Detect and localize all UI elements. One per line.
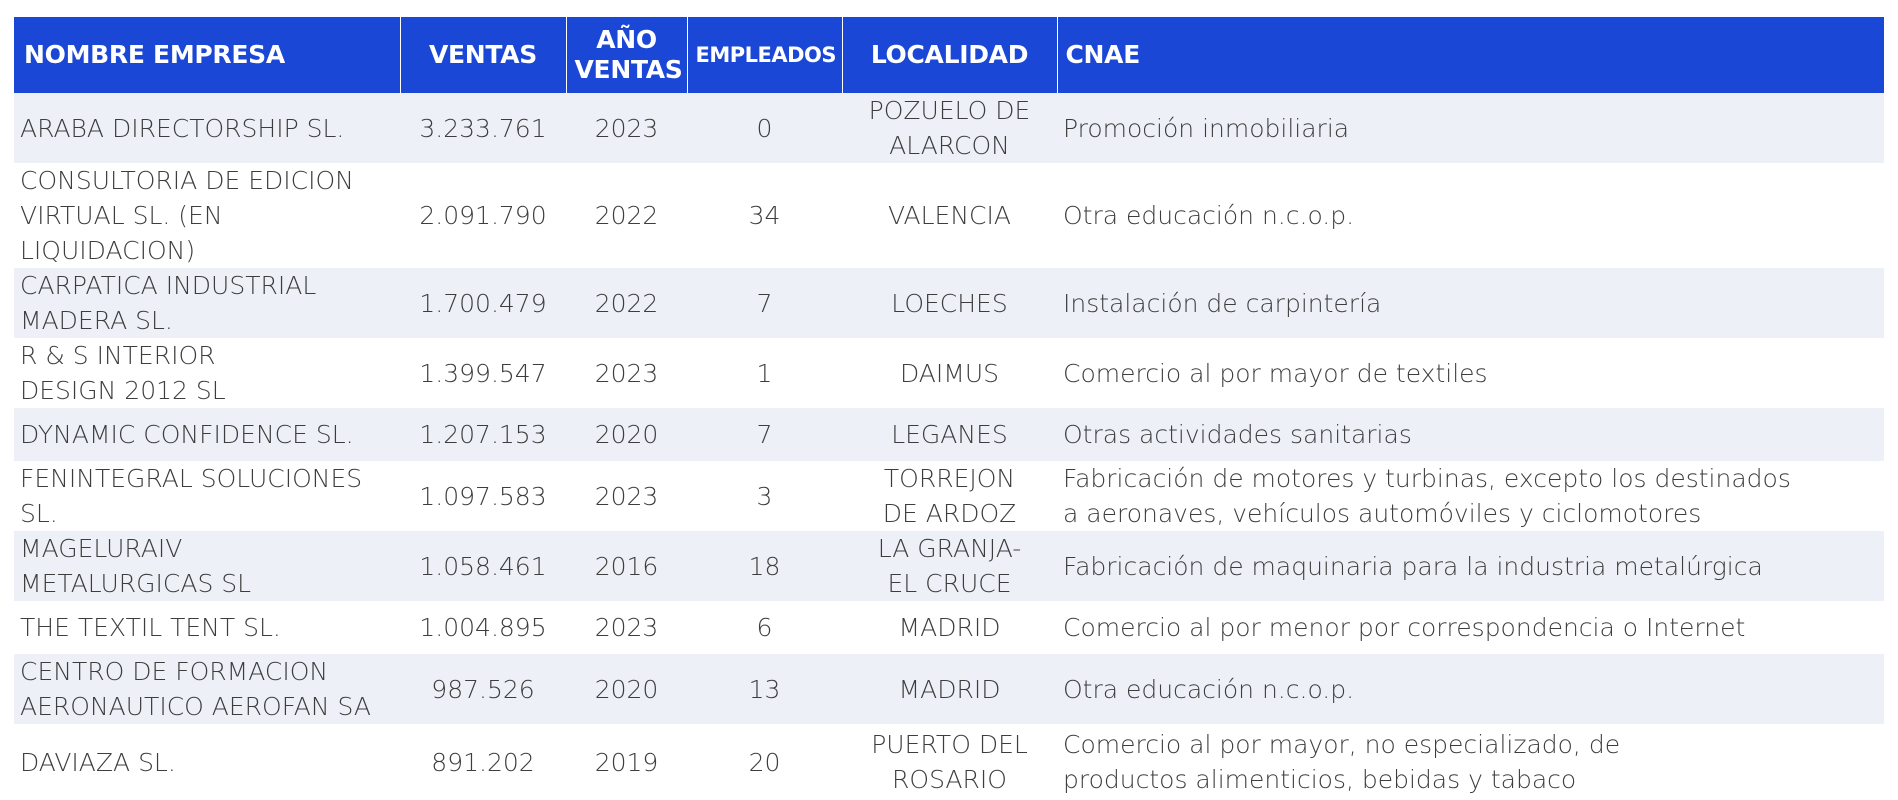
header-empleados: EMPLEADOS: [686, 17, 842, 93]
cell-ventas: 1.700.479: [400, 268, 566, 338]
cell-cnae: Comercio al por mayor, no especializado,…: [1057, 724, 1884, 800]
header-cnae: CNAE: [1056, 17, 1884, 93]
cell-nombre-empresa: FENINTEGRAL SOLUCIONES SL.: [14, 461, 400, 531]
header-ano-ventas: AÑO VENTAS: [565, 17, 687, 93]
cell-localidad: POZUELO DE ALARCON: [842, 93, 1057, 163]
cell-localidad: LEGANES: [842, 408, 1057, 461]
cell-cnae: Otra educación n.c.o.p.: [1057, 163, 1884, 268]
table-row: ARABA DIRECTORSHIP SL. 3.233.761 2023 0 …: [14, 93, 1884, 163]
table-row: DAVIAZA SL. 891.202 2019 20 PUERTO DEL R…: [14, 724, 1884, 800]
cell-empleados: 34: [687, 163, 842, 268]
cell-ventas: 1.399.547: [400, 338, 566, 408]
cell-ano-ventas: 2020: [566, 408, 687, 461]
header-ventas: VENTAS: [399, 17, 566, 93]
cell-nombre-empresa: R & S INTERIOR DESIGN 2012 SL: [14, 338, 400, 408]
cell-localidad: TORREJON DE ARDOZ: [842, 461, 1057, 531]
companies-table-container: NOMBRE EMPRESA VENTAS AÑO VENTAS EMPLEAD…: [14, 17, 1884, 800]
cell-localidad: LOECHES: [842, 268, 1057, 338]
cell-cnae: Comercio al por menor por correspondenci…: [1057, 601, 1884, 654]
cell-cnae: Instalación de carpintería: [1057, 268, 1884, 338]
cell-empleados: 18: [687, 531, 842, 601]
table-row: MAGELURAIV METALURGICAS SL 1.058.461 201…: [14, 531, 1884, 601]
cell-nombre-empresa: DYNAMIC CONFIDENCE SL.: [14, 408, 400, 461]
cell-empleados: 13: [687, 654, 842, 724]
cell-ventas: 1.097.583: [400, 461, 566, 531]
cell-nombre-empresa: THE TEXTIL TENT SL.: [14, 601, 400, 654]
cell-empleados: 0: [687, 93, 842, 163]
cell-ventas: 1.058.461: [400, 531, 566, 601]
cell-empleados: 20: [687, 724, 842, 800]
cell-empleados: 7: [687, 408, 842, 461]
cell-ano-ventas: 2023: [566, 601, 687, 654]
cell-ano-ventas: 2023: [566, 338, 687, 408]
cell-cnae: Otras actividades sanitarias: [1057, 408, 1884, 461]
cell-nombre-empresa: CARPATICA INDUSTRIAL MADERA SL.: [14, 268, 400, 338]
cell-cnae: Otra educación n.c.o.p.: [1057, 654, 1884, 724]
cell-empleados: 1: [687, 338, 842, 408]
table-row: FENINTEGRAL SOLUCIONES SL. 1.097.583 202…: [14, 461, 1884, 531]
cell-ventas: 2.091.790: [400, 163, 566, 268]
table-row: CONSULTORIA DE EDICION VIRTUAL SL. (EN L…: [14, 163, 1884, 268]
cell-ventas: 1.207.153: [400, 408, 566, 461]
cell-localidad: MADRID: [842, 601, 1057, 654]
cell-ano-ventas: 2023: [566, 93, 687, 163]
cell-ano-ventas: 2019: [566, 724, 687, 800]
table-row: R & S INTERIOR DESIGN 2012 SL 1.399.547 …: [14, 338, 1884, 408]
cell-localidad: MADRID: [842, 654, 1057, 724]
cell-ventas: 987.526: [400, 654, 566, 724]
table-body: ARABA DIRECTORSHIP SL. 3.233.761 2023 0 …: [14, 93, 1884, 800]
cell-nombre-empresa: MAGELURAIV METALURGICAS SL: [14, 531, 400, 601]
cell-ventas: 3.233.761: [400, 93, 566, 163]
cell-ano-ventas: 2022: [566, 268, 687, 338]
cell-ano-ventas: 2016: [566, 531, 687, 601]
header-localidad: LOCALIDAD: [841, 17, 1057, 93]
cell-localidad: PUERTO DEL ROSARIO: [842, 724, 1057, 800]
cell-cnae: Fabricación de motores y turbinas, excep…: [1057, 461, 1884, 531]
table-row: THE TEXTIL TENT SL. 1.004.895 2023 6 MAD…: [14, 601, 1884, 654]
table-row: CENTRO DE FORMACION AERONAUTICO AEROFAN …: [14, 654, 1884, 724]
cell-ano-ventas: 2020: [566, 654, 687, 724]
cell-nombre-empresa: ARABA DIRECTORSHIP SL.: [14, 93, 400, 163]
cell-empleados: 3: [687, 461, 842, 531]
header-nombre-empresa: NOMBRE EMPRESA: [14, 17, 400, 93]
cell-cnae: Fabricación de maquinaria para la indust…: [1057, 531, 1884, 601]
cell-nombre-empresa: DAVIAZA SL.: [14, 724, 400, 800]
cell-nombre-empresa: CONSULTORIA DE EDICION VIRTUAL SL. (EN L…: [14, 163, 400, 268]
cell-empleados: 6: [687, 601, 842, 654]
cell-ano-ventas: 2022: [566, 163, 687, 268]
cell-localidad: DAIMUS: [842, 338, 1057, 408]
table-row: DYNAMIC CONFIDENCE SL. 1.207.153 2020 7 …: [14, 408, 1884, 461]
cell-cnae: Promoción inmobiliaria: [1057, 93, 1884, 163]
companies-table: NOMBRE EMPRESA VENTAS AÑO VENTAS EMPLEAD…: [14, 17, 1884, 800]
cell-localidad: VALENCIA: [842, 163, 1057, 268]
cell-cnae: Comercio al por mayor de textiles: [1057, 338, 1884, 408]
cell-ano-ventas: 2023: [566, 461, 687, 531]
table-row: CARPATICA INDUSTRIAL MADERA SL. 1.700.47…: [14, 268, 1884, 338]
cell-empleados: 7: [687, 268, 842, 338]
cell-ventas: 891.202: [400, 724, 566, 800]
table-header: NOMBRE EMPRESA VENTAS AÑO VENTAS EMPLEAD…: [14, 17, 1884, 93]
cell-nombre-empresa: CENTRO DE FORMACION AERONAUTICO AEROFAN …: [14, 654, 400, 724]
cell-ventas: 1.004.895: [400, 601, 566, 654]
header-row: NOMBRE EMPRESA VENTAS AÑO VENTAS EMPLEAD…: [14, 17, 1884, 93]
cell-localidad: LA GRANJA- EL CRUCE: [842, 531, 1057, 601]
